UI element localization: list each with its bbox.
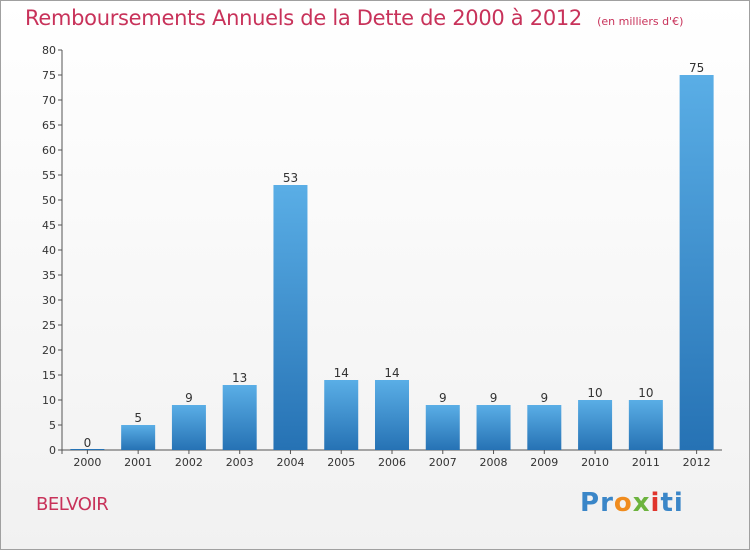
proxiti-logo: Proxiti	[580, 488, 684, 518]
x-tick-label: 2007	[429, 456, 457, 469]
x-tick-label: 2009	[530, 456, 558, 469]
bar-value-label: 10	[587, 386, 602, 400]
chart-subtitle: (en milliers d'€)	[597, 15, 684, 28]
x-tick-label: 2001	[124, 456, 152, 469]
bar	[171, 405, 206, 450]
y-tick-label: 70	[42, 94, 56, 107]
y-tick-label: 40	[42, 244, 56, 257]
bar-value-label: 75	[689, 61, 704, 75]
y-tick-label: 20	[42, 344, 56, 357]
logo-letter: ti	[660, 488, 684, 518]
x-tick-label: 2008	[480, 456, 508, 469]
y-tick-label: 35	[42, 269, 56, 282]
bar	[222, 385, 257, 450]
y-tick-label: 60	[42, 144, 56, 157]
title-row: Remboursements Annuels de la Dette de 20…	[25, 6, 683, 30]
bars: 0 5 9 13 53 14 14 9 9 9 10 10 75	[70, 61, 714, 450]
bar-value-label: 0	[84, 436, 92, 450]
x-tick-label: 2006	[378, 456, 406, 469]
bar	[121, 425, 156, 450]
bar-value-label: 14	[334, 366, 349, 380]
y-tick-label: 15	[42, 369, 56, 382]
bar	[425, 405, 460, 450]
bar	[324, 380, 359, 450]
y-tick-label: 30	[42, 294, 56, 307]
logo-letter: r	[600, 488, 614, 518]
bar	[628, 400, 663, 450]
logo-letter: o	[613, 488, 633, 518]
bar	[578, 400, 613, 450]
y-tick-label: 75	[42, 69, 56, 82]
y-tick-label: 25	[42, 319, 56, 332]
y-tick-label: 65	[42, 119, 56, 132]
chart-title: Remboursements Annuels de la Dette de 20…	[25, 6, 582, 30]
y-tick-label: 50	[42, 194, 56, 207]
y-tick-label: 55	[42, 169, 56, 182]
bar-value-label: 5	[134, 411, 142, 425]
place-name: BELVOIR	[36, 494, 109, 515]
x-tick-label: 2011	[632, 456, 660, 469]
bar	[476, 405, 511, 450]
bar-value-label: 14	[384, 366, 399, 380]
bar-value-label: 13	[232, 371, 247, 385]
logo-letter: i	[650, 488, 661, 518]
bar-value-label: 10	[638, 386, 653, 400]
bar	[273, 185, 308, 450]
bar-value-label: 9	[540, 391, 548, 405]
bar-value-label: 9	[490, 391, 498, 405]
y-tick-label: 0	[49, 444, 56, 457]
x-tick-label: 2003	[226, 456, 254, 469]
bar	[527, 405, 562, 450]
bar-value-label: 53	[283, 171, 298, 185]
bar-value-label: 9	[185, 391, 193, 405]
x-tick-label: 2012	[683, 456, 711, 469]
y-tick-label: 5	[49, 419, 56, 432]
y-tick-label: 45	[42, 219, 56, 232]
x-tick-label: 2004	[276, 456, 304, 469]
bar	[375, 380, 409, 450]
bar	[679, 75, 714, 450]
logo-letter: P	[580, 488, 601, 518]
bar-value-label: 9	[439, 391, 447, 405]
logo-letter: x	[632, 488, 651, 518]
x-tick-label: 2000	[73, 456, 101, 469]
y-tick-label: 10	[42, 394, 56, 407]
x-tick-label: 2005	[327, 456, 355, 469]
bar	[70, 449, 105, 450]
y-tick-label: 80	[42, 44, 56, 57]
x-tick-label: 2010	[581, 456, 609, 469]
x-tick-label: 2002	[175, 456, 203, 469]
